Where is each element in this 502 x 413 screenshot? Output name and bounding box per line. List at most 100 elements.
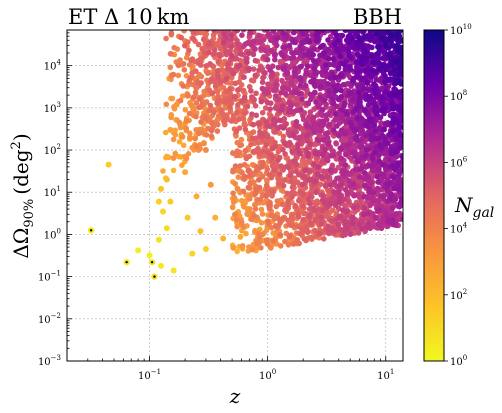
scatter-point	[182, 107, 189, 113]
scatter-point	[234, 152, 241, 159]
scatter-point	[376, 166, 382, 173]
scatter-point	[394, 31, 401, 37]
scatter-point	[285, 217, 291, 224]
scatter-point	[189, 250, 196, 257]
scatter-point	[267, 67, 274, 73]
scatter-point	[157, 185, 164, 192]
scatter-point	[363, 146, 370, 153]
scatter-point	[248, 77, 255, 84]
scatter-point	[243, 230, 249, 237]
scatter-point	[303, 82, 309, 89]
highlighted-point-marker	[153, 275, 156, 278]
x-tick-label: 10−1	[138, 368, 161, 382]
scatter-point	[200, 36, 207, 43]
scatter-point	[263, 192, 270, 199]
scatter-point	[239, 32, 245, 38]
scatter-point	[175, 72, 182, 79]
scatter-point	[398, 199, 403, 206]
scatter-point	[175, 62, 182, 69]
scatter-point	[391, 66, 398, 73]
scatter-point	[167, 126, 174, 133]
scatter-point	[272, 118, 279, 124]
scatter-point	[272, 105, 279, 111]
scatter-point	[230, 190, 236, 196]
scatter-point	[279, 106, 286, 113]
scatter-point	[258, 98, 265, 105]
scatter-point	[273, 93, 279, 99]
scatter-point	[265, 81, 271, 87]
scatter-point	[223, 99, 230, 105]
scatter-point	[230, 70, 237, 77]
scatter-point	[167, 50, 174, 57]
scatter-point	[296, 171, 302, 178]
scatter-point	[338, 87, 344, 94]
scatter-point	[386, 52, 393, 58]
scatter-point	[202, 116, 209, 122]
scatter-point	[336, 133, 342, 139]
scatter-point	[193, 193, 200, 200]
scatter-point	[325, 30, 331, 34]
scatter-point	[231, 194, 238, 201]
scatter-point	[235, 102, 241, 108]
scatter-point	[312, 217, 319, 223]
scatter-point	[295, 146, 301, 152]
scatter-point	[355, 83, 361, 90]
scatter-point	[230, 199, 237, 205]
scatter-point	[312, 70, 318, 77]
scatter-point	[392, 196, 399, 203]
scatter-point	[393, 43, 400, 49]
scatter-point	[376, 158, 383, 165]
scatter-point	[234, 30, 241, 34]
scatter-point	[319, 159, 325, 165]
scatter-point	[240, 88, 246, 94]
scatter-point	[333, 111, 339, 117]
y-tick-label: 100	[44, 227, 61, 241]
scatter-point	[168, 30, 175, 36]
scatter-point	[300, 31, 306, 37]
scatter-point	[380, 161, 386, 168]
scatter-point	[208, 76, 215, 82]
scatter-point	[350, 96, 356, 103]
scatter-point	[244, 59, 250, 65]
scatter-point	[272, 129, 278, 135]
scatter-point	[374, 111, 380, 118]
scatter-point	[320, 168, 327, 174]
colorbar-ticks: 100 102 104 106 108 1010	[444, 23, 472, 368]
scatter-point	[363, 55, 370, 61]
scatter-point	[296, 91, 303, 97]
scatter-point	[344, 111, 350, 117]
scatter-point	[171, 44, 177, 51]
scatter-point	[282, 141, 289, 147]
scatter-point	[234, 148, 240, 154]
scatter-point	[296, 240, 303, 247]
scatter-point	[160, 168, 166, 174]
scatter-point	[287, 172, 294, 179]
scatter-point	[297, 150, 303, 157]
scatter-point	[277, 232, 284, 238]
scatter-point	[271, 87, 277, 94]
scatter-point	[319, 107, 326, 113]
scatter-point	[252, 103, 259, 109]
scatter-point	[180, 142, 187, 149]
scatter-point	[285, 127, 292, 134]
scatter-point	[256, 32, 263, 39]
scatter-point	[268, 47, 275, 54]
scatter-point	[330, 101, 337, 107]
y-axis-label-unit-sup: 2	[9, 141, 24, 149]
scatter-point	[347, 231, 354, 237]
scatter-point	[324, 173, 331, 180]
scatter-point	[344, 142, 350, 149]
scatter-point	[235, 174, 242, 180]
scatter-point	[272, 56, 278, 63]
scatter-point	[236, 45, 243, 52]
scatter-point	[269, 159, 276, 165]
scatter-point	[293, 119, 300, 125]
scatter-point	[336, 150, 343, 157]
scatter-point	[328, 218, 335, 224]
scatter-point	[318, 173, 325, 180]
scatter-point	[207, 61, 213, 67]
scatter-point	[392, 86, 399, 93]
scatter-point	[324, 157, 331, 164]
scatter-point	[237, 234, 244, 240]
scatter-point	[376, 66, 382, 72]
